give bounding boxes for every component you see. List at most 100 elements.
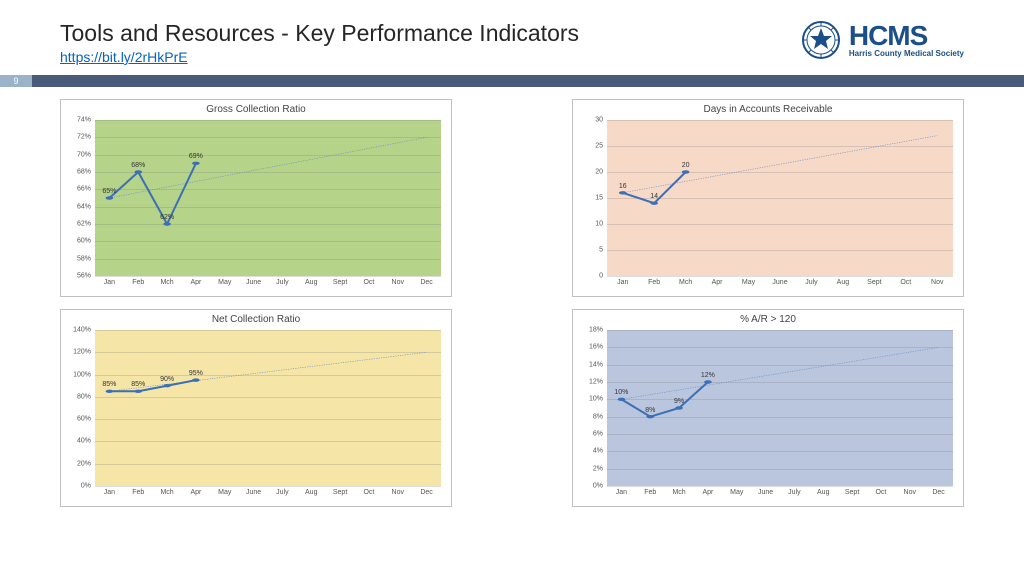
x-tick-label: Sept [333, 276, 347, 286]
y-tick-label: 8% [593, 413, 607, 420]
x-tick-label: Nov [392, 486, 404, 496]
x-tick-label: Aug [305, 276, 317, 286]
x-tick-label: May [730, 486, 743, 496]
charts-grid: Gross Collection Ratio65%68%62%69%56%58%… [60, 99, 964, 507]
chart-plot-area: 65% 68% 62% 69% [95, 120, 441, 276]
x-tick-label: Oct [900, 276, 911, 286]
source-link[interactable]: https://bit.ly/2rHkPrE [60, 49, 188, 65]
value-label: 14 [650, 193, 658, 200]
x-tick-label: June [246, 276, 261, 286]
value-label: 85% [102, 381, 116, 388]
y-tick-label: 40% [77, 438, 95, 445]
data-point [163, 384, 171, 387]
chart-box: Days in Accounts Receivable1614200510152… [572, 99, 964, 297]
x-tick-label: Sept [845, 486, 859, 496]
chart-svg [607, 330, 953, 486]
x-tick-label: Mch [160, 486, 173, 496]
value-label: 68% [131, 162, 145, 169]
x-tick-label: June [772, 276, 787, 286]
data-point [682, 170, 690, 173]
value-label: 12% [701, 372, 715, 379]
chart-box: Net Collection Ratio85%85%90%95%0%20%40%… [60, 309, 452, 507]
y-tick-label: 2% [593, 465, 607, 472]
slide: Tools and Resources - Key Performance In… [0, 0, 1024, 576]
x-tick-label: Dec [420, 486, 432, 496]
value-label: 8% [645, 407, 655, 414]
y-tick-label: 0 [599, 273, 607, 280]
x-tick-label: May [218, 276, 231, 286]
chart-title: Net Collection Ratio [61, 310, 451, 327]
value-label: 90% [160, 376, 174, 383]
y-tick-label: 60% [77, 238, 95, 245]
page-number: 9 [0, 75, 32, 87]
value-label: 10% [614, 390, 628, 397]
title-block: Tools and Resources - Key Performance In… [60, 20, 801, 67]
y-tick-label: 64% [77, 203, 95, 210]
y-tick-label: 120% [73, 349, 95, 356]
x-tick-label: Mch [672, 486, 685, 496]
value-label: 85% [131, 381, 145, 388]
data-point [619, 191, 627, 194]
x-tick-label: Jan [104, 276, 115, 286]
x-tick-label: Oct [363, 486, 374, 496]
x-tick-label: Nov [931, 276, 943, 286]
x-tick-label: Aug [837, 276, 849, 286]
y-tick-label: 18% [589, 327, 607, 334]
value-label: 95% [189, 370, 203, 377]
y-tick-label: 10 [595, 221, 607, 228]
y-tick-label: 70% [77, 151, 95, 158]
y-tick-label: 60% [77, 416, 95, 423]
x-tick-label: July [805, 276, 817, 286]
x-tick-label: June [246, 486, 261, 496]
y-tick-label: 20% [77, 460, 95, 467]
logo-sub: Harris County Medical Society [849, 50, 964, 58]
value-label: 20 [682, 162, 690, 169]
x-tick-label: Dec [420, 276, 432, 286]
value-label: 65% [102, 188, 116, 195]
data-point [106, 390, 114, 393]
chart-plot: 10%8%9%12%0%2%4%6%8%10%12%14%16%18%JanFe… [607, 330, 953, 486]
header: Tools and Resources - Key Performance In… [60, 20, 964, 67]
y-tick-label: 6% [593, 431, 607, 438]
chart-box: % A/R > 12010%8%9%12%0%2%4%6%8%10%12%14%… [572, 309, 964, 507]
x-tick-label: Aug [817, 486, 829, 496]
data-point [704, 380, 712, 383]
value-label: 62% [160, 214, 174, 221]
chart-box: Gross Collection Ratio65%68%62%69%56%58%… [60, 99, 452, 297]
data-point [134, 170, 142, 173]
chart-plot-area: 10%8%9%12% [607, 330, 953, 486]
chart-title: % A/R > 120 [573, 310, 963, 327]
x-tick-label: Mch [160, 276, 173, 286]
y-tick-label: 16% [589, 344, 607, 351]
value-label: 69% [189, 154, 203, 161]
x-tick-label: Mch [679, 276, 692, 286]
data-point [646, 415, 654, 418]
y-tick-label: 14% [589, 361, 607, 368]
x-tick-label: May [742, 276, 755, 286]
chart-plot: 65%68%62%69%56%58%60%62%64%66%68%70%72%7… [95, 120, 441, 276]
x-tick-label: Apr [712, 276, 723, 286]
y-tick-label: 4% [593, 448, 607, 455]
data-point [106, 196, 114, 199]
trend-line [109, 352, 426, 391]
y-tick-label: 58% [77, 255, 95, 262]
chart-plot-area: 161420 [607, 120, 953, 276]
trend-line [623, 136, 938, 193]
gridline [95, 486, 441, 487]
y-tick-label: 62% [77, 221, 95, 228]
x-tick-label: July [276, 486, 288, 496]
chart-title: Days in Accounts Receivable [573, 100, 963, 117]
x-tick-label: May [218, 486, 231, 496]
data-point [134, 390, 142, 393]
y-tick-label: 68% [77, 169, 95, 176]
chart-svg [607, 120, 953, 276]
y-tick-label: 100% [73, 371, 95, 378]
y-tick-label: 80% [77, 393, 95, 400]
data-point [192, 378, 200, 381]
y-tick-label: 0% [593, 483, 607, 490]
x-tick-label: Oct [875, 486, 886, 496]
x-tick-label: July [276, 276, 288, 286]
x-tick-label: Nov [904, 486, 916, 496]
x-tick-label: Apr [190, 486, 201, 496]
data-point [618, 398, 626, 401]
